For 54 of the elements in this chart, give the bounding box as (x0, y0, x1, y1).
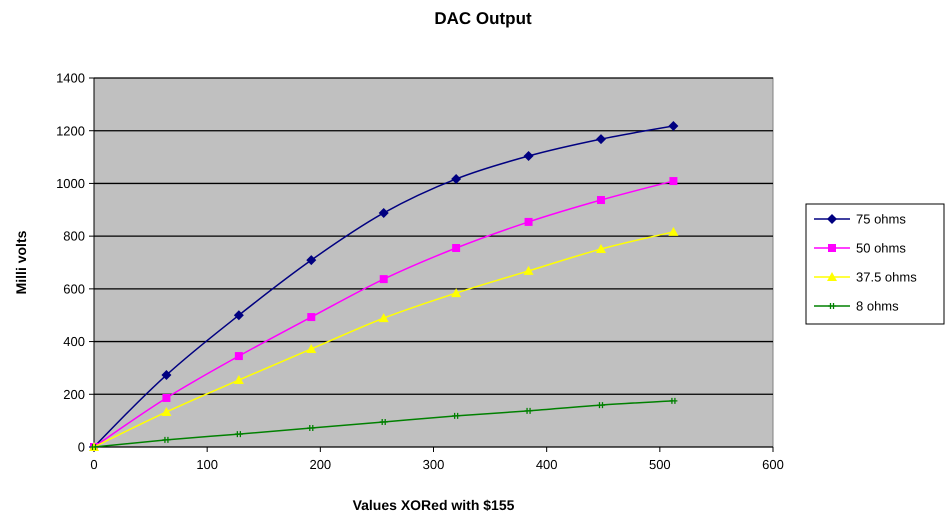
x-tick-label: 0 (90, 457, 98, 472)
point (234, 310, 244, 320)
x-tick-label: 100 (196, 457, 218, 472)
point (524, 407, 534, 415)
y-tick-label: 1000 (56, 176, 85, 191)
point (668, 226, 678, 236)
point (452, 244, 460, 252)
x-tick-label: 600 (762, 457, 784, 472)
x-tick-label: 200 (309, 457, 332, 472)
point (451, 288, 462, 298)
y-tick-label: 1200 (56, 123, 85, 138)
point (306, 424, 316, 432)
point (378, 208, 389, 218)
point (162, 394, 170, 402)
point (668, 397, 678, 405)
point (451, 412, 461, 420)
y-axis-title: Milli volts (13, 230, 29, 294)
point (234, 352, 243, 360)
point (596, 244, 606, 254)
point (380, 275, 388, 284)
point (379, 418, 388, 426)
point (161, 370, 172, 380)
point (451, 174, 462, 184)
point (596, 401, 606, 409)
y-tick-label: 1400 (56, 70, 85, 86)
point (524, 151, 534, 162)
x-tick-label: 300 (422, 457, 444, 472)
x-axis-title: Values XORed with $155 (352, 497, 515, 513)
point (668, 120, 678, 131)
point (307, 313, 316, 322)
chart-title: DAC Output (434, 9, 532, 28)
x-tick-label: 500 (648, 457, 671, 472)
point (306, 344, 316, 353)
point (596, 196, 605, 204)
point (234, 375, 244, 384)
y-tick-label: 400 (63, 334, 85, 350)
point (306, 255, 316, 266)
y-tick-label: 800 (63, 228, 85, 244)
y-tick-label: 200 (63, 386, 85, 402)
y-tick-label: 600 (63, 281, 85, 296)
point (524, 218, 533, 226)
point (162, 436, 172, 444)
x-tick-label: 400 (536, 457, 558, 472)
legend-label: 50 ohms (856, 240, 906, 256)
point (234, 430, 244, 438)
legend-label: 37.5 ohms (856, 270, 918, 285)
legend-label: 75 ohms (856, 212, 906, 227)
point (378, 313, 389, 322)
point (596, 134, 606, 144)
point (524, 266, 534, 275)
y-tick-label: 0 (78, 440, 85, 455)
point (669, 177, 678, 186)
point (161, 406, 172, 416)
legend-label: 8 ohms (856, 298, 900, 314)
